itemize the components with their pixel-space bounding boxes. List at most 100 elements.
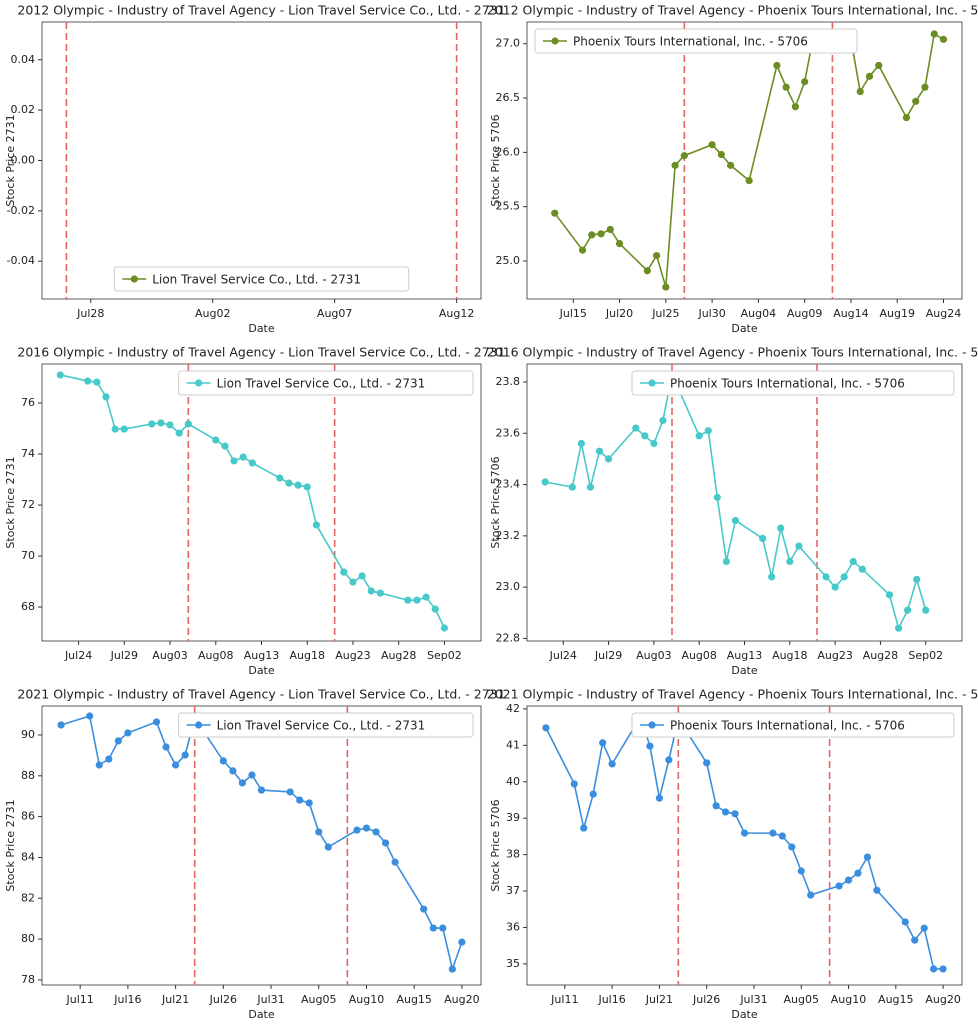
x-tick-label: Jul31 (739, 993, 767, 1006)
data-point (303, 483, 311, 491)
data-point (597, 230, 605, 238)
data-point (768, 573, 776, 581)
x-tick-label: Aug04 (741, 307, 776, 320)
data-point (148, 420, 156, 428)
y-tick-label: 26.5 (496, 91, 521, 104)
x-tick-label: Jul29 (594, 649, 622, 662)
y-tick-label: 41 (506, 738, 520, 751)
x-tick-label: Aug28 (863, 649, 898, 662)
data-point (854, 869, 862, 877)
data-point (865, 72, 874, 80)
x-tick-label: Sep02 (908, 649, 943, 662)
x-tick-label: Jul21 (161, 993, 189, 1006)
legend: Lion Travel Service Co., Ltd. - 2731 (178, 712, 474, 738)
data-point (885, 591, 894, 599)
data-point (588, 231, 596, 239)
data-point (181, 751, 189, 759)
data-point (219, 757, 227, 765)
data-point (858, 565, 866, 573)
x-tick-label: Aug23 (335, 649, 370, 662)
x-axis-label: Date (248, 1008, 275, 1021)
legend-box (631, 712, 955, 738)
data-point (652, 251, 661, 260)
data-point (769, 829, 777, 837)
data-point (912, 97, 920, 105)
legend-box (113, 266, 410, 292)
data-point (740, 829, 749, 837)
chart-title: 2021 Olympic - Industry of Travel Agency… (17, 687, 505, 702)
data-point (894, 624, 903, 632)
data-point (920, 924, 928, 932)
data-point (358, 572, 366, 580)
y-tick-label: 42 (506, 702, 520, 715)
y-axis-label: Stock Price 5706 (489, 799, 502, 891)
legend-text: Lion Travel Service Co., Ltd. - 2731 (217, 377, 426, 391)
data-point (248, 459, 256, 467)
data-point (939, 35, 948, 43)
y-tick-label: 0.04 (11, 53, 36, 66)
legend-box (534, 28, 858, 54)
chart-title: 2012 Olympic - Industry of Travel Agency… (487, 3, 978, 18)
data-point (285, 479, 293, 487)
legend: Phoenix Tours International, Inc. - 5706 (534, 28, 858, 54)
data-point (662, 283, 670, 291)
x-tick-label: Jul24 (549, 649, 577, 662)
data-point (93, 378, 101, 386)
x-axis-label: Date (248, 322, 275, 335)
data-point (586, 483, 595, 491)
y-tick-label: 76 (21, 396, 35, 409)
data-point (349, 578, 357, 586)
legend-marker (648, 379, 656, 387)
data-point (930, 30, 938, 38)
x-tick-label: Jul15 (559, 307, 587, 320)
data-point (655, 794, 663, 802)
chart-title: 2016 Olympic - Industry of Travel Agency… (17, 345, 505, 360)
data-point (807, 891, 815, 899)
data-point (431, 605, 439, 613)
data-point (111, 425, 119, 433)
data-point (152, 718, 161, 726)
y-tick-label: 68 (21, 600, 35, 613)
x-tick-label: Aug14 (833, 307, 868, 320)
data-point (420, 905, 428, 913)
data-point (276, 474, 284, 482)
y-tick-label: 37 (506, 884, 520, 897)
x-tick-label: Jul25 (651, 307, 679, 320)
x-tick-label: Jul21 (645, 993, 673, 1006)
data-point (844, 876, 853, 884)
legend-text: Phoenix Tours International, Inc. - 5706 (573, 35, 808, 49)
data-point (632, 424, 640, 432)
data-point (901, 918, 909, 926)
x-axis-label: Date (731, 322, 758, 335)
plot-area (41, 21, 482, 300)
x-tick-label: Jul26 (209, 993, 237, 1006)
data-point (921, 83, 929, 91)
y-tick-label: 23.0 (496, 580, 521, 593)
x-axis-label: Date (731, 664, 758, 677)
data-point (703, 759, 711, 767)
data-point (615, 240, 624, 248)
x-tick-label: Aug15 (396, 993, 431, 1006)
data-point (422, 593, 430, 601)
x-tick-label: Aug24 (926, 307, 961, 320)
data-point (439, 924, 447, 932)
data-point (56, 371, 64, 379)
data-point (727, 161, 735, 169)
x-tick-label: Aug19 (879, 307, 914, 320)
data-point (162, 743, 170, 751)
chart-title: 2016 Olympic - Industry of Travel Agency… (487, 345, 978, 360)
data-point (372, 828, 380, 836)
data-point (542, 724, 550, 732)
x-tick-label: Aug03 (152, 649, 187, 662)
data-point (922, 606, 930, 614)
x-tick-label: Aug15 (878, 993, 913, 1006)
x-tick-label: Aug23 (817, 649, 852, 662)
data-point (212, 436, 220, 444)
x-tick-label: Aug08 (681, 649, 716, 662)
data-point (120, 425, 128, 433)
data-point (589, 790, 597, 798)
y-tick-label: 0.02 (11, 103, 36, 116)
y-tick-label: 70 (21, 549, 35, 562)
data-point (599, 739, 607, 747)
